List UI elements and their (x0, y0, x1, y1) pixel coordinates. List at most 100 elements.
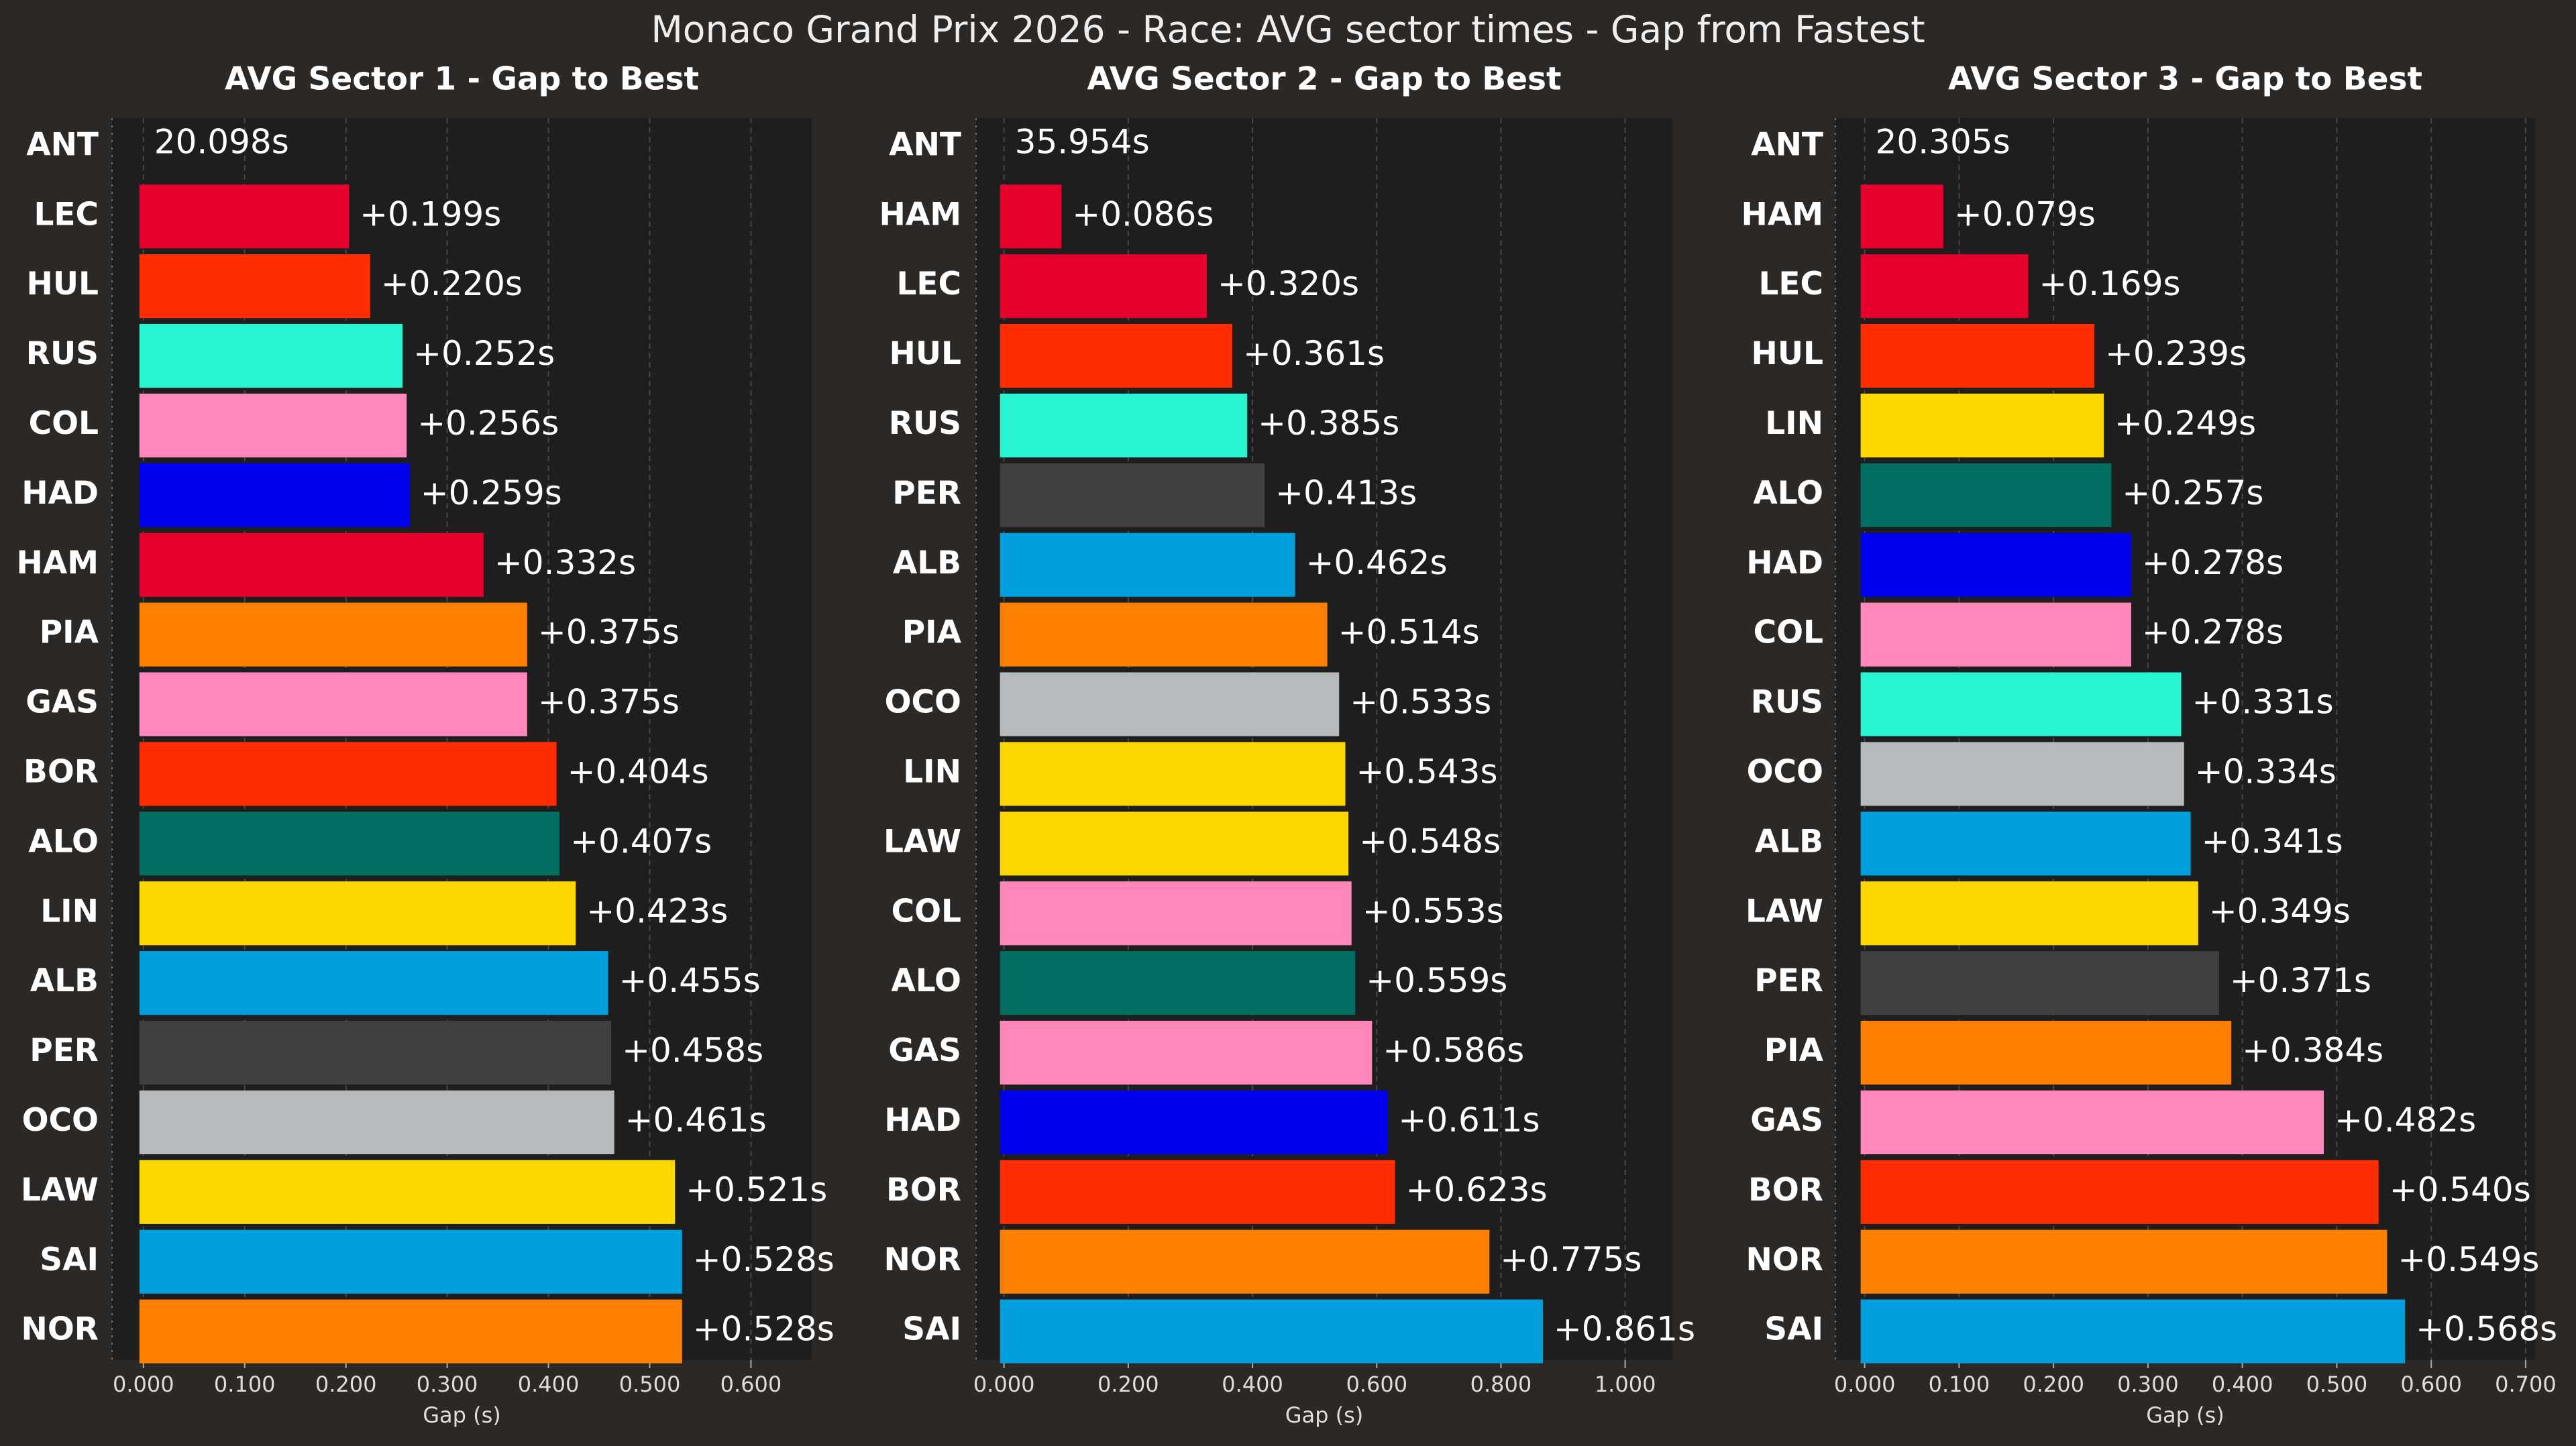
bar (139, 393, 407, 458)
bar (1860, 742, 2184, 806)
category-label: ANT (26, 126, 99, 163)
x-tick-label: 0.400 (518, 1372, 580, 1397)
value-label: +0.375s (538, 613, 680, 652)
value-label: +0.349s (2209, 891, 2351, 930)
bar (139, 463, 410, 527)
value-label: +0.559s (1366, 961, 1507, 1000)
category-label: LAW (1746, 893, 1823, 930)
value-label: +0.533s (1350, 683, 1491, 722)
x-axis-label: Gap (s) (423, 1402, 501, 1428)
category-label: OCO (22, 1102, 99, 1139)
category-label: ANT (889, 126, 961, 163)
value-label: +0.521s (686, 1170, 827, 1209)
x-tick-label: 0.200 (1097, 1372, 1159, 1397)
value-label: +0.861s (1554, 1310, 1695, 1349)
bar (1000, 812, 1349, 876)
bar (1000, 742, 1346, 806)
value-label: +0.278s (2142, 543, 2284, 582)
figure-title: Monaco Grand Prix 2026 - Race: AVG secto… (651, 8, 1925, 51)
value-label: +0.371s (2230, 961, 2371, 1000)
x-tick-label: 0.800 (1470, 1372, 1532, 1397)
subplot-title: AVG Sector 3 - Gap to Best (1948, 61, 2422, 98)
category-label: ALB (1755, 823, 1823, 860)
bar (1000, 881, 1352, 946)
value-label: +0.548s (1359, 822, 1501, 860)
category-label: LIN (903, 753, 961, 790)
value-label: +0.385s (1258, 404, 1399, 443)
category-label: BOR (886, 1172, 961, 1209)
category-label: LAW (883, 823, 961, 860)
bar (1000, 184, 1062, 249)
x-tick-label: 0.600 (720, 1372, 782, 1397)
x-tick-label: 0.000 (113, 1372, 174, 1397)
value-label: +0.455s (619, 961, 761, 1000)
value-label: +0.384s (2242, 1031, 2383, 1070)
value-label: +0.461s (625, 1101, 767, 1139)
category-label: HUL (1752, 335, 1823, 372)
bar (1860, 1299, 2406, 1364)
bar (1860, 254, 2029, 319)
bar (1860, 1229, 2387, 1294)
category-label: GAS (888, 1032, 961, 1069)
category-label: PIA (40, 614, 99, 651)
value-label: +0.331s (2192, 683, 2334, 722)
category-label: ALO (891, 962, 961, 999)
category-label: BOR (23, 753, 99, 790)
bar (139, 1160, 676, 1224)
category-label: HAD (21, 475, 99, 512)
category-label: HAM (879, 196, 961, 233)
x-tick-label: 0.300 (417, 1372, 478, 1397)
category-label: PER (1754, 962, 1823, 999)
bar (1000, 1229, 1490, 1294)
bar (1000, 393, 1248, 458)
x-tick-label: 0.600 (1346, 1372, 1407, 1397)
x-tick-label: 0.500 (619, 1372, 681, 1397)
category-label: PIA (902, 614, 962, 651)
bar (1000, 951, 1356, 1015)
value-label: +0.259s (421, 474, 562, 512)
category-label: LIN (1765, 405, 1823, 442)
bar (1860, 951, 2219, 1015)
bar (1860, 602, 2131, 667)
best-time-label: 35.954s (1015, 122, 1150, 161)
x-tick-label: 0.000 (1834, 1372, 1896, 1397)
value-label: +0.423s (586, 891, 728, 930)
value-label: +0.375s (538, 683, 680, 722)
category-label: ALB (893, 545, 961, 581)
x-tick-label: 0.100 (1929, 1372, 1990, 1397)
bar (1860, 463, 2112, 527)
category-label: HUL (890, 335, 961, 372)
bar (1000, 1090, 1388, 1155)
bar (1000, 1299, 1543, 1364)
bar (1860, 1020, 2232, 1085)
bar (1000, 672, 1340, 736)
value-label: +0.586s (1383, 1031, 1524, 1070)
category-label: HAD (884, 1102, 961, 1139)
x-axis-label: Gap (s) (2146, 1402, 2224, 1428)
x-axis-label: Gap (s) (1285, 1402, 1364, 1428)
value-label: +0.086s (1072, 194, 1214, 233)
bar (1000, 1020, 1373, 1085)
bar (139, 1020, 612, 1085)
bar (1860, 1090, 2324, 1155)
category-label: SAI (902, 1311, 961, 1348)
category-label: LAW (21, 1172, 99, 1209)
category-label: OCO (885, 684, 961, 721)
value-label: +0.361s (1243, 334, 1385, 373)
category-label: RUS (889, 405, 961, 442)
value-label: +0.611s (1398, 1101, 1540, 1139)
category-label: RUS (1751, 684, 1823, 721)
value-label: +0.549s (2398, 1240, 2539, 1279)
bar (1860, 812, 2191, 876)
category-label: SAI (1764, 1311, 1823, 1348)
category-label: COL (1754, 614, 1823, 651)
value-label: +0.256s (417, 404, 559, 443)
bar (1860, 881, 2198, 946)
subplot-title: AVG Sector 1 - Gap to Best (225, 61, 699, 98)
value-label: +0.458s (622, 1031, 763, 1070)
bar (1000, 602, 1328, 667)
value-label: +0.332s (494, 543, 636, 582)
value-label: +0.568s (2416, 1310, 2557, 1349)
x-tick-label: 0.700 (2495, 1372, 2557, 1397)
